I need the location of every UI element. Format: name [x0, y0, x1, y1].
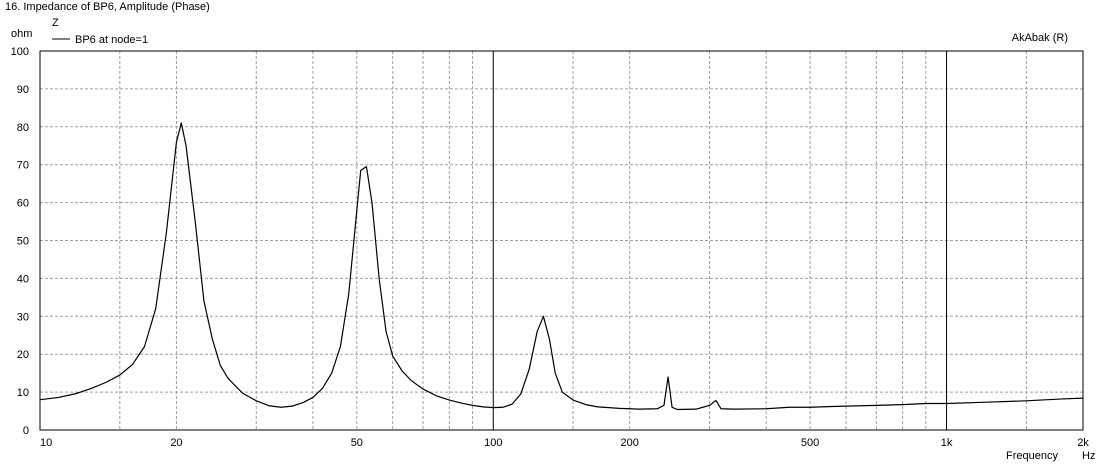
plot-area	[39, 122, 1084, 411]
grid	[39, 50, 1084, 431]
y-tick-label: 80	[17, 122, 29, 134]
x-tick-label: 2k	[1077, 437, 1089, 449]
x-tick-label: 20	[170, 437, 182, 449]
y-tick-label: 30	[17, 311, 29, 323]
x-axis-unit: Hz	[1082, 450, 1095, 462]
legend-entry: BP6 at node=1	[75, 34, 148, 46]
y-tick-label: 10	[17, 387, 29, 399]
tick-labels: 0 10 20 30 40 50 60 70 80 90 100 10 20 50 100 200 500 1k 2…	[11, 46, 1090, 449]
x-tick-label: 1k	[941, 437, 953, 449]
quantity-label: Z	[52, 17, 59, 29]
x-tick-label: 500	[801, 437, 819, 449]
y-tick-label: 0	[23, 425, 29, 437]
series-line-0	[39, 122, 1084, 411]
plot-frame	[39, 50, 1084, 431]
x-tick-label: 200	[621, 437, 639, 449]
y-tick-label: 70	[17, 160, 29, 172]
x-axis-label: Frequency	[1006, 450, 1058, 462]
y-tick-label: 100	[11, 46, 29, 58]
y-tick-label: 20	[17, 349, 29, 361]
y-axis-unit: ohm	[11, 28, 32, 40]
x-tick-label: 100	[484, 437, 502, 449]
y-tick-label: 40	[17, 273, 29, 285]
brand-label: AkAbak (R)	[1012, 32, 1068, 44]
y-tick-label: 90	[17, 84, 29, 96]
x-tick-label: 50	[351, 437, 363, 449]
x-tick-label: 10	[40, 437, 52, 449]
y-tick-label: 50	[17, 236, 29, 248]
chart-title: 16. Impedance of BP6, Amplitude (Phase)	[5, 1, 210, 13]
y-tick-label: 60	[17, 198, 29, 210]
